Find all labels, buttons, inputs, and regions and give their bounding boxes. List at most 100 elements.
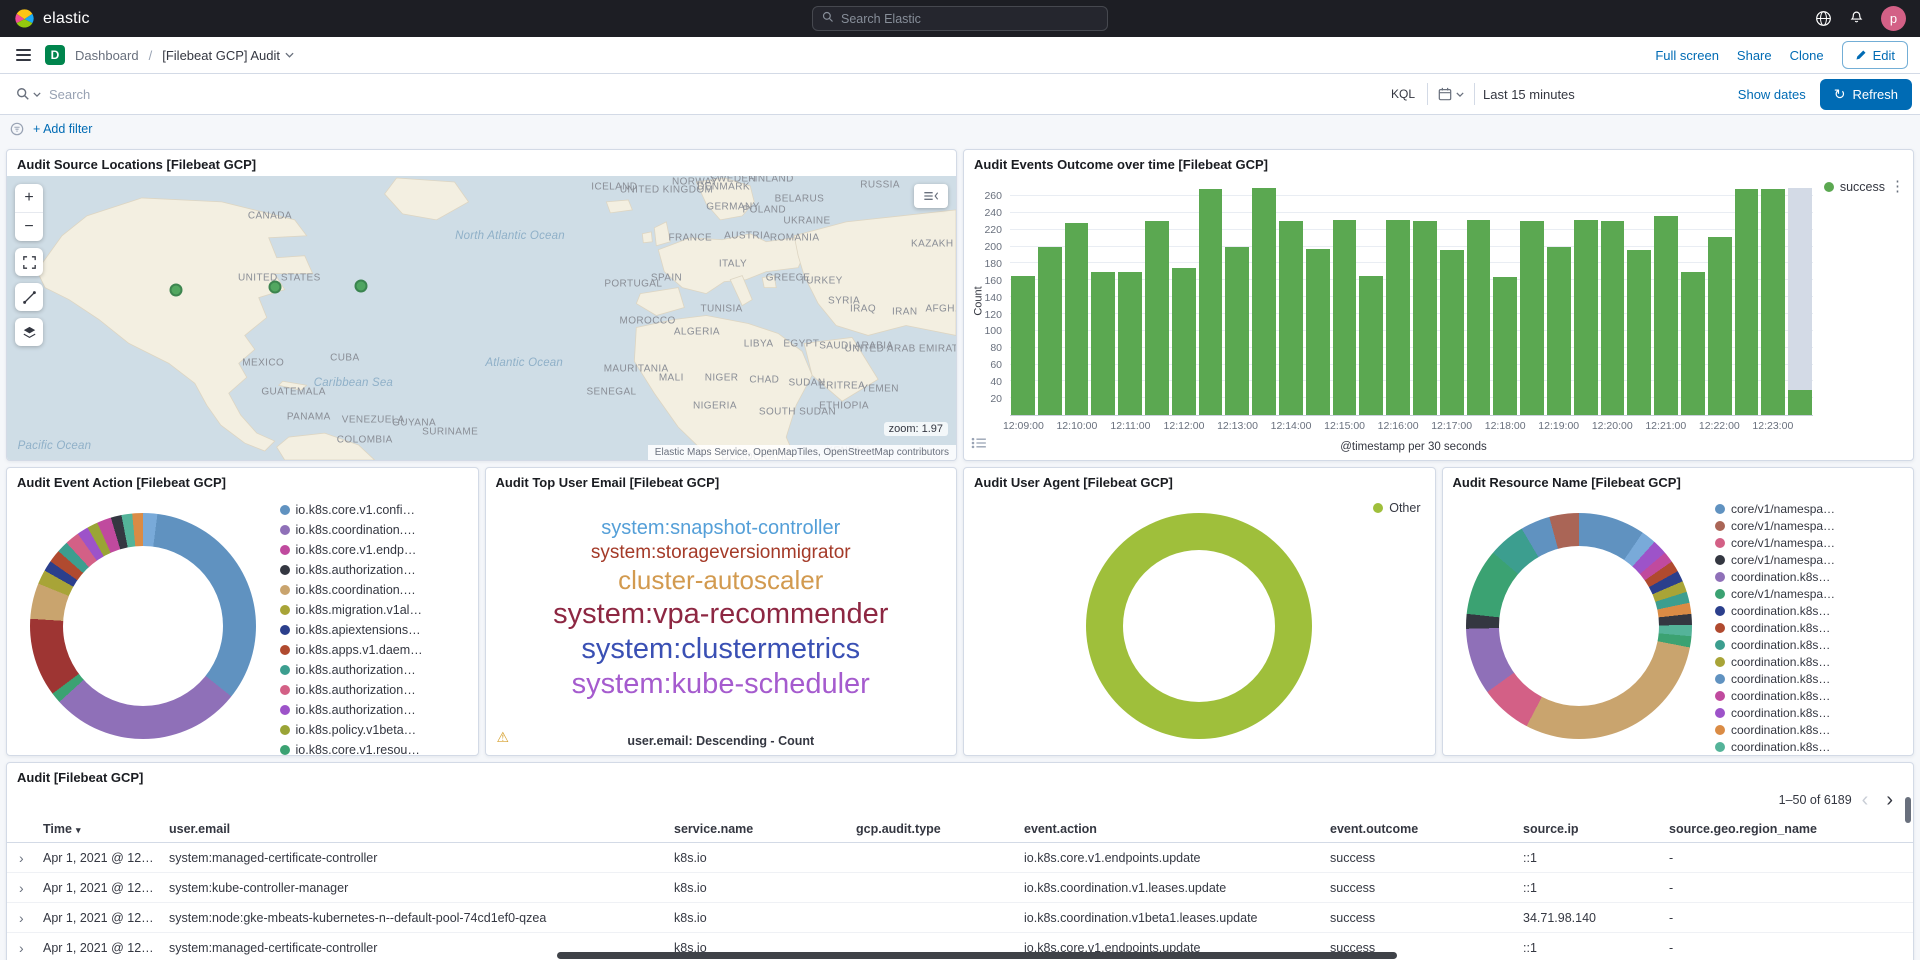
fit-bounds-button[interactable] (15, 248, 43, 276)
dashboard-app-badge[interactable]: D (45, 45, 65, 65)
show-dates-button[interactable]: Show dates (1737, 86, 1806, 102)
bar[interactable] (1359, 186, 1384, 415)
legend-item[interactable]: coordination.k8s… (1715, 721, 1903, 738)
bar[interactable] (1332, 186, 1357, 415)
column-header[interactable]: Time ▾ (43, 822, 81, 836)
bar[interactable] (1734, 186, 1759, 415)
share-button[interactable]: Share (1736, 47, 1772, 63)
map-legend-toggle[interactable] (914, 184, 948, 208)
legend-item[interactable]: core/v1/namespa… (1715, 551, 1903, 568)
bar[interactable] (1466, 186, 1491, 415)
legend-item[interactable]: core/v1/namespa… (1715, 517, 1903, 534)
tag[interactable]: system:snapshot-controller (601, 517, 841, 540)
legend-item-success[interactable]: success (1823, 180, 1885, 194)
column-header[interactable]: user.email (169, 822, 231, 836)
bar[interactable] (1198, 186, 1223, 415)
column-header[interactable]: service.name (674, 822, 754, 836)
tag[interactable]: system:kube-scheduler (571, 668, 870, 701)
map-canvas[interactable]: ICELAND NORWAY SWEDEN FINLAND RUSSIA UNITED K… (7, 176, 956, 460)
legend-item[interactable]: coordination.k8s… (1715, 602, 1903, 619)
column-header[interactable]: event.outcome (1330, 822, 1419, 836)
legend-item[interactable]: coordination.k8s… (1715, 738, 1903, 755)
bar[interactable] (1091, 186, 1116, 415)
legend-item[interactable]: coordination.k8s… (1715, 568, 1903, 585)
bar[interactable] (1064, 186, 1089, 415)
bar[interactable] (1225, 186, 1250, 415)
row-expand-button[interactable]: › (19, 879, 24, 896)
map-marker[interactable] (169, 283, 183, 297)
panel-options-icon[interactable]: ⋮ (1890, 178, 1905, 195)
legend-item[interactable]: io.k8s.authorization… (279, 560, 468, 580)
legend-item[interactable]: coordination.k8s… (1715, 619, 1903, 636)
bar[interactable] (1520, 186, 1544, 415)
notifications-icon[interactable] (1848, 10, 1865, 27)
action-donut[interactable] (30, 512, 257, 739)
legend-item[interactable]: io.k8s.core.v1.resou… (279, 740, 468, 755)
legend-item[interactable]: io.k8s.authorization… (279, 700, 468, 720)
bar[interactable] (1600, 186, 1625, 415)
search-input[interactable]: Search (49, 74, 1379, 114)
bar[interactable] (1278, 186, 1303, 415)
bar[interactable] (1412, 186, 1437, 415)
legend-item[interactable]: io.k8s.core.v1.confi… (279, 500, 468, 520)
bar[interactable] (1305, 186, 1330, 415)
zoom-out-button[interactable]: − (15, 212, 43, 241)
next-page-button[interactable]: › (1886, 789, 1893, 811)
legend-item[interactable]: io.k8s.apiextensions… (279, 620, 468, 640)
date-picker-button[interactable] (1428, 87, 1474, 101)
map-attribution[interactable]: Elastic Maps Service, OpenMapTiles, Open… (647, 445, 956, 460)
legend-item[interactable]: coordination.k8s… (1715, 687, 1903, 704)
column-header[interactable]: event.action (1024, 822, 1097, 836)
bar[interactable] (1011, 186, 1035, 415)
bar[interactable] (1707, 186, 1732, 415)
legend-item[interactable]: io.k8s.coordination.… (279, 580, 468, 600)
bar[interactable] (1546, 186, 1571, 415)
bar[interactable] (1386, 186, 1410, 415)
legend-item[interactable]: core/v1/namespa… (1715, 585, 1903, 602)
column-header[interactable]: source.geo.region_name (1669, 822, 1817, 836)
layers-button[interactable] (15, 318, 43, 346)
elastic-logo-icon[interactable] (14, 8, 35, 29)
warning-icon[interactable]: ⚠ (496, 729, 510, 745)
full-screen-button[interactable]: Full screen (1655, 47, 1719, 63)
legend-item[interactable]: core/v1/namespa… (1715, 534, 1903, 551)
global-search-input[interactable]: Search Elastic (812, 6, 1108, 31)
clone-button[interactable]: Clone (1789, 47, 1824, 63)
legend-item[interactable]: io.k8s.authorization… (279, 680, 468, 700)
map-marker[interactable] (354, 279, 368, 293)
row-expand-button[interactable]: › (19, 909, 24, 926)
bar[interactable] (1493, 186, 1518, 415)
draw-tool-button[interactable] (15, 283, 43, 311)
legend-item[interactable]: coordination.k8s… (1715, 670, 1903, 687)
agent-donut[interactable] (1086, 512, 1313, 739)
bar[interactable] (1761, 186, 1786, 415)
query-type-selector[interactable] (8, 87, 49, 101)
legend-item[interactable]: coordination.k8s… (1715, 704, 1903, 721)
tag[interactable]: cluster-autoscaler (618, 565, 824, 596)
bar[interactable] (1680, 186, 1705, 415)
tag[interactable]: system:clustermetrics (581, 633, 861, 666)
breadcrumb-dashboard[interactable]: Dashboard (75, 47, 139, 63)
bar[interactable] (1118, 186, 1142, 415)
bar[interactable] (1627, 186, 1652, 415)
legend-item[interactable]: io.k8s.core.v1.endp… (279, 540, 468, 560)
time-range-label[interactable]: Last 15 minutes (1483, 86, 1575, 102)
row-expand-button[interactable]: › (19, 939, 24, 956)
bar[interactable] (1144, 186, 1169, 415)
refresh-button[interactable]: ↻ Refresh (1819, 78, 1912, 110)
add-filter-button[interactable]: + Add filter (33, 122, 93, 136)
legend-item-other[interactable]: Other (1373, 501, 1421, 515)
legend-item[interactable]: io.k8s.policy.v1beta… (279, 720, 468, 740)
legend-item[interactable]: io.k8s.migration.v1al… (279, 600, 468, 620)
legend-item[interactable]: core/v1/namespa… (1715, 500, 1903, 517)
globe-icon[interactable] (1815, 10, 1832, 27)
edit-button[interactable]: Edit (1841, 41, 1908, 69)
zoom-in-button[interactable]: + (24, 189, 34, 206)
map-marker[interactable] (268, 280, 282, 294)
bar[interactable] (1252, 186, 1276, 415)
tag[interactable]: system:storageversionmigrator (590, 541, 851, 563)
row-expand-button[interactable]: › (19, 849, 24, 866)
resource-donut[interactable] (1465, 512, 1692, 739)
bar[interactable] (1573, 186, 1598, 415)
legend-item[interactable]: io.k8s.apps.v1.daem… (279, 640, 468, 660)
